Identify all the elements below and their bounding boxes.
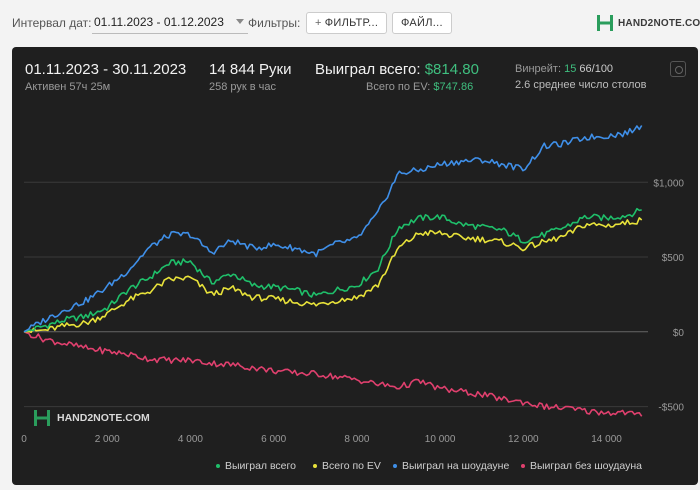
filter-button[interactable]: + ФИЛЬТР... (306, 12, 388, 34)
legend-label: Выиграл всего (225, 460, 296, 472)
top-toolbar: Интервал дат: 01.11.2023 - 01.12.2023 Фи… (0, 0, 700, 46)
date-range: 01.11.2023 - 30.11.2023 (25, 61, 187, 78)
winrate-label: Винрейт: (515, 63, 562, 75)
won-value: $814.80 (424, 61, 479, 78)
winrate-value: 15 (564, 63, 577, 75)
h2n-watermark-icon (34, 410, 50, 426)
avg-tables: 2.6 среднее число столов (515, 79, 647, 91)
date-interval-dropdown[interactable]: 01.11.2023 - 01.12.2023 (92, 10, 248, 34)
legend-item-non-showdown[interactable]: Выиграл без шоудауна (521, 460, 642, 472)
filters-label: Фильтры: (248, 16, 301, 30)
x-tick-label: 10 000 (425, 434, 456, 445)
series-line (23, 331, 643, 417)
y-tick-label: $500 (662, 253, 685, 264)
file-button[interactable]: ФАЙЛ... (392, 12, 452, 34)
won-label: Выиграл всего: (315, 61, 421, 78)
winnings-chart: -$500 $0 $500 $1,000 0 2 000 4 000 6 000 8 000 10… (21, 125, 685, 445)
legend-label: Всего по EV (322, 460, 381, 472)
legend-item-ev[interactable]: Всего по EV (313, 460, 381, 472)
series-line (23, 217, 643, 334)
chevron-down-icon (235, 19, 244, 24)
y-tick-label: $0 (673, 328, 685, 339)
legend-dot (393, 464, 397, 469)
x-tick-label: 6 000 (261, 434, 286, 445)
legend-dot (313, 464, 317, 469)
date-interval-label: Интервал дат: (12, 16, 92, 30)
active-time: Активен 57ч 25м (25, 81, 111, 93)
stats-panel: 01.11.2023 - 30.11.2023 Активен 57ч 25м … (12, 47, 698, 485)
x-tick-label: 8 000 (344, 434, 369, 445)
logo-text: HAND2NOTE.COM (618, 18, 700, 29)
legend-dot (521, 464, 525, 469)
plus-icon: + (315, 17, 322, 29)
file-button-label: ФАЙЛ... (401, 17, 443, 29)
watermark-text: HAND2NOTE.COM (57, 412, 150, 424)
gear-icon[interactable] (670, 61, 686, 77)
ev-total: Всего по EV: $747.86 (366, 81, 473, 93)
chart-watermark: HAND2NOTE.COM (33, 409, 153, 429)
y-tick-label: $1,000 (653, 178, 684, 189)
legend-item-won[interactable]: Выиграл всего (216, 460, 296, 472)
legend-label: Выиграл без шоудауна (530, 460, 642, 472)
hands-per-hour: 258 рук в час (209, 81, 277, 93)
y-tick-label: -$500 (658, 403, 684, 414)
date-interval-value: 01.11.2023 - 01.12.2023 (94, 15, 224, 29)
x-tick-label: 2 000 (95, 434, 120, 445)
x-tick-label: 4 000 (178, 434, 203, 445)
hands-count: 14 844 Руки (209, 61, 292, 78)
won-total: Выиграл всего: $814.80 (315, 61, 479, 78)
winrate: Винрейт: 15 66/100 (515, 63, 613, 75)
filter-button-label: ФИЛЬТР... (324, 17, 379, 29)
series-line (23, 125, 643, 333)
x-tick-label: 0 (21, 434, 27, 445)
winrate-hands: 66/100 (579, 63, 614, 75)
ev-value: $747.86 (433, 81, 474, 93)
legend-dot (216, 464, 220, 469)
legend-label: Выиграл на шоудауне (402, 460, 510, 472)
h2n-logo-icon (597, 15, 613, 31)
x-tick-label: 12 000 (508, 434, 539, 445)
x-tick-label: 14 000 (591, 434, 622, 445)
legend-item-showdown[interactable]: Выиграл на шоудауне (393, 460, 509, 472)
ev-label: Всего по EV: (366, 81, 431, 93)
series-line (23, 207, 642, 333)
hand2note-logo: HAND2NOTE.COM (596, 14, 700, 34)
